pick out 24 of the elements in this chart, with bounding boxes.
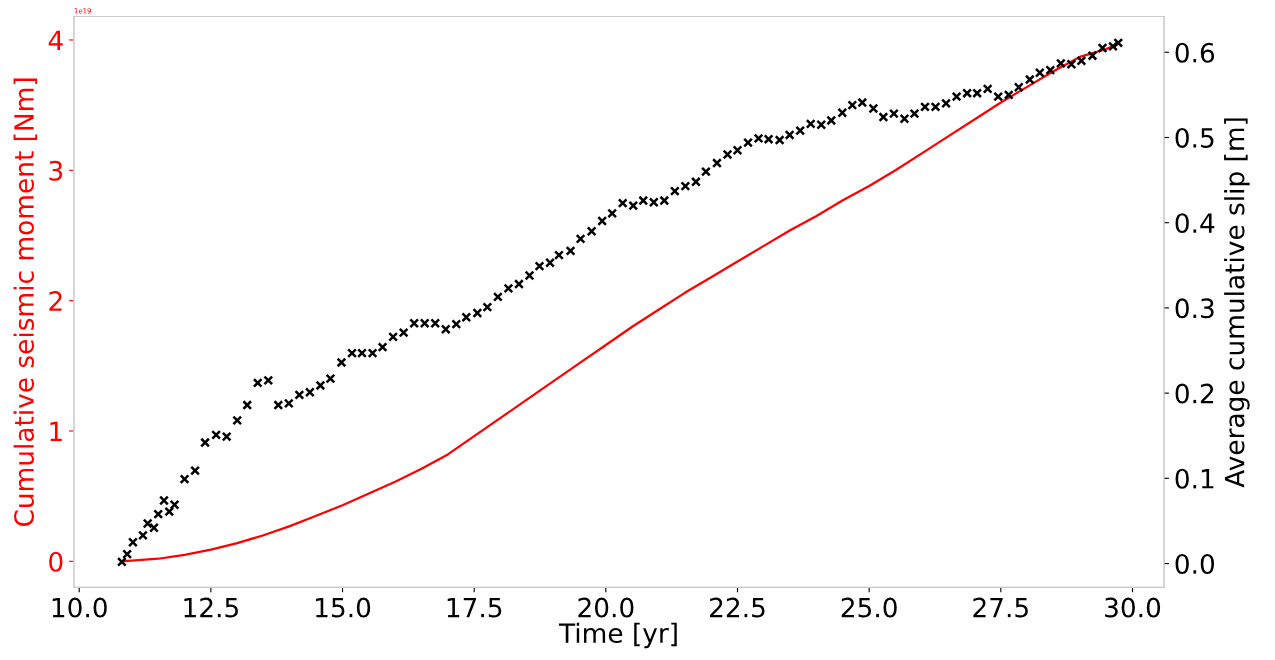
x-axis-title: Time [yr]	[558, 622, 677, 649]
x-tick-label: 17.5	[447, 597, 502, 618]
y-tick-label: 2	[49, 291, 62, 311]
x-tick-label: 10.0	[52, 597, 107, 618]
y-tick-label: 1	[50, 421, 62, 442]
y2-tick-label: 0.2	[1175, 383, 1214, 404]
y2-tick-label: 0.1	[1175, 468, 1214, 489]
y-tick-label: 0	[49, 551, 63, 572]
y2-tick-label: 0.5	[1175, 127, 1214, 148]
y2-tick-label: 0.4	[1175, 213, 1215, 234]
y-axis-title: Cumulative seismic moment [Nm]	[13, 78, 38, 527]
x-tick-label: 12.5	[184, 597, 238, 618]
y2-tick-label: 0.6	[1175, 42, 1215, 63]
y-tick-label: 4	[48, 30, 63, 50]
x-tick-label: 25.0	[841, 597, 897, 618]
x-tick-label: 30.0	[1105, 597, 1161, 618]
x-tick-label: 15.0	[316, 597, 371, 618]
y2-axis-title: Average cumulative slip [m]	[1224, 118, 1250, 488]
x-tick-label: 22.5	[710, 597, 765, 618]
y2-tick-label: 0.0	[1175, 553, 1215, 574]
x-tick-label: 27.5	[973, 597, 1028, 618]
y2-tick-label: 0.3	[1175, 298, 1214, 319]
y-tick-label: 3	[49, 160, 63, 181]
x-tick-label: 20.0	[578, 597, 634, 618]
